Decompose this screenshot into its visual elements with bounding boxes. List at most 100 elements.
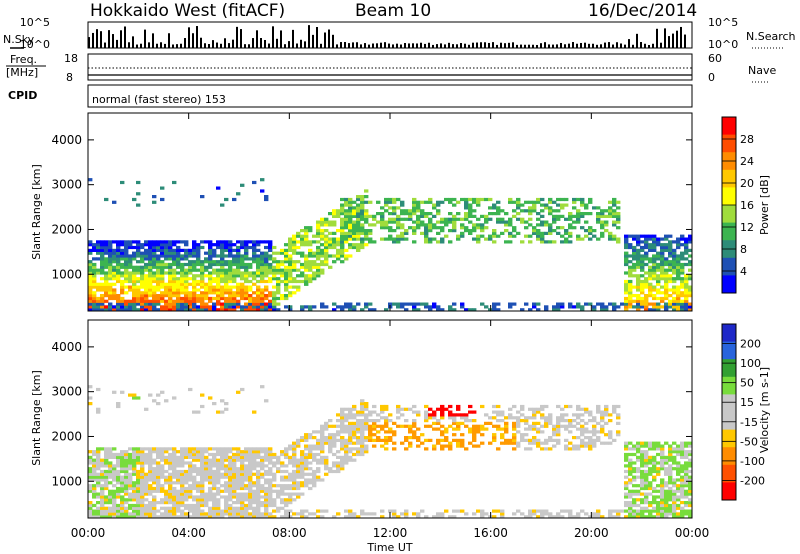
heatmap-cell [408,441,413,445]
heatmap-cell [248,484,253,488]
heatmap-cell [552,209,557,213]
heatmap-cell [208,262,213,267]
heatmap-cell [108,271,113,275]
heatmap-cell [236,390,241,394]
heatmap-cell [600,209,605,213]
heatmap-cell [96,461,101,465]
heatmap-cell [612,237,617,241]
ytick-label: 3000 [51,178,82,192]
heatmap-cell [96,512,101,516]
heatmap-cell [520,308,525,312]
heatmap-cell [112,288,117,292]
heatmap-cell [556,512,561,516]
heatmap-cell [540,220,545,224]
heatmap-cell [480,214,485,218]
heatmap-cell [532,413,537,417]
heatmap-cell [136,248,141,252]
heatmap-cell [320,268,325,272]
heatmap-cell [292,484,297,488]
heatmap-cell [520,407,525,411]
heatmap-cell [292,475,297,479]
heatmap-cell [116,302,121,306]
heatmap-cell [348,430,353,434]
heatmap-cell [284,260,289,264]
heatmap-cell [384,407,389,411]
heatmap-cell [624,245,629,250]
heatmap-cell [440,438,445,442]
heatmap-cell [136,277,141,281]
heatmap-cell [684,302,689,306]
heatmap-cell [440,404,445,409]
heatmap-cell [216,268,221,272]
heatmap-cell [336,229,341,233]
heatmap-cell [428,226,433,230]
heatmap-cell [168,299,173,303]
heatmap-cell [268,484,273,488]
heatmap-cell [464,226,469,230]
heatmap-cell [144,486,149,491]
heatmap-cell [436,209,441,213]
heatmap-cell [316,271,321,275]
heatmap-cell [156,461,161,465]
heatmap-cell [516,203,521,207]
heatmap-cell [624,302,629,306]
heatmap-cell [640,458,645,462]
heatmap-cell [268,455,273,459]
heatmap-cell [684,237,689,241]
heatmap-cell [128,461,133,465]
heatmap-cell [524,433,529,437]
heatmap-cell [548,419,553,423]
heatmap-cell [112,294,117,298]
heatmap-cell [596,512,601,516]
heatmap-cell [156,469,161,474]
heatmap-cell [436,226,441,230]
freq-panel-frame [87,53,693,81]
heatmap-cell [368,302,373,306]
heatmap-cell [400,441,405,445]
heatmap-cell [628,305,633,309]
heatmap-cell [168,481,173,485]
heatmap-cell [224,486,229,491]
heatmap-cell [552,214,557,218]
heatmap-cell [688,509,693,513]
heatmap-cell [96,251,101,255]
heatmap-cell [652,294,657,298]
ytick-label: 3000 [51,385,82,399]
heatmap-cell [248,469,253,474]
heatmap-cell [232,274,237,278]
heatmap-cell [520,404,525,409]
heatmap-cell [416,214,421,218]
heatmap-cell [636,260,641,264]
heatmap-cell [580,433,585,437]
heatmap-cell [512,226,517,230]
heatmap-cell [320,234,325,238]
heatmap-cell [476,424,481,428]
heatmap-cell [288,305,293,309]
heatmap-cell [340,237,345,241]
heatmap-cell [364,436,369,440]
heatmap-cell [664,495,669,499]
heatmap-cell [688,484,693,488]
heatmap-cell [228,492,233,496]
heatmap-cell [484,305,489,309]
nsky-bar [616,42,618,48]
heatmap-cell [140,515,145,519]
heatmap-cell [104,271,109,275]
heatmap-cell [244,285,249,289]
heatmap-cell [240,515,245,519]
heatmap-cell [140,447,145,451]
heatmap-cell [120,299,125,303]
heatmap-cell [260,461,265,465]
heatmap-cell [656,237,661,241]
heatmap-cell [204,455,209,459]
heatmap-cell [104,461,109,465]
heatmap-cell [88,478,93,482]
heatmap-cell [416,515,421,519]
heatmap-cell [148,248,153,252]
heatmap-cell [280,484,285,488]
heatmap-cell [472,197,477,202]
heatmap-cell [356,206,361,210]
heatmap-cell [196,282,201,286]
heatmap-cell [672,268,677,272]
heatmap-cell [636,308,641,312]
